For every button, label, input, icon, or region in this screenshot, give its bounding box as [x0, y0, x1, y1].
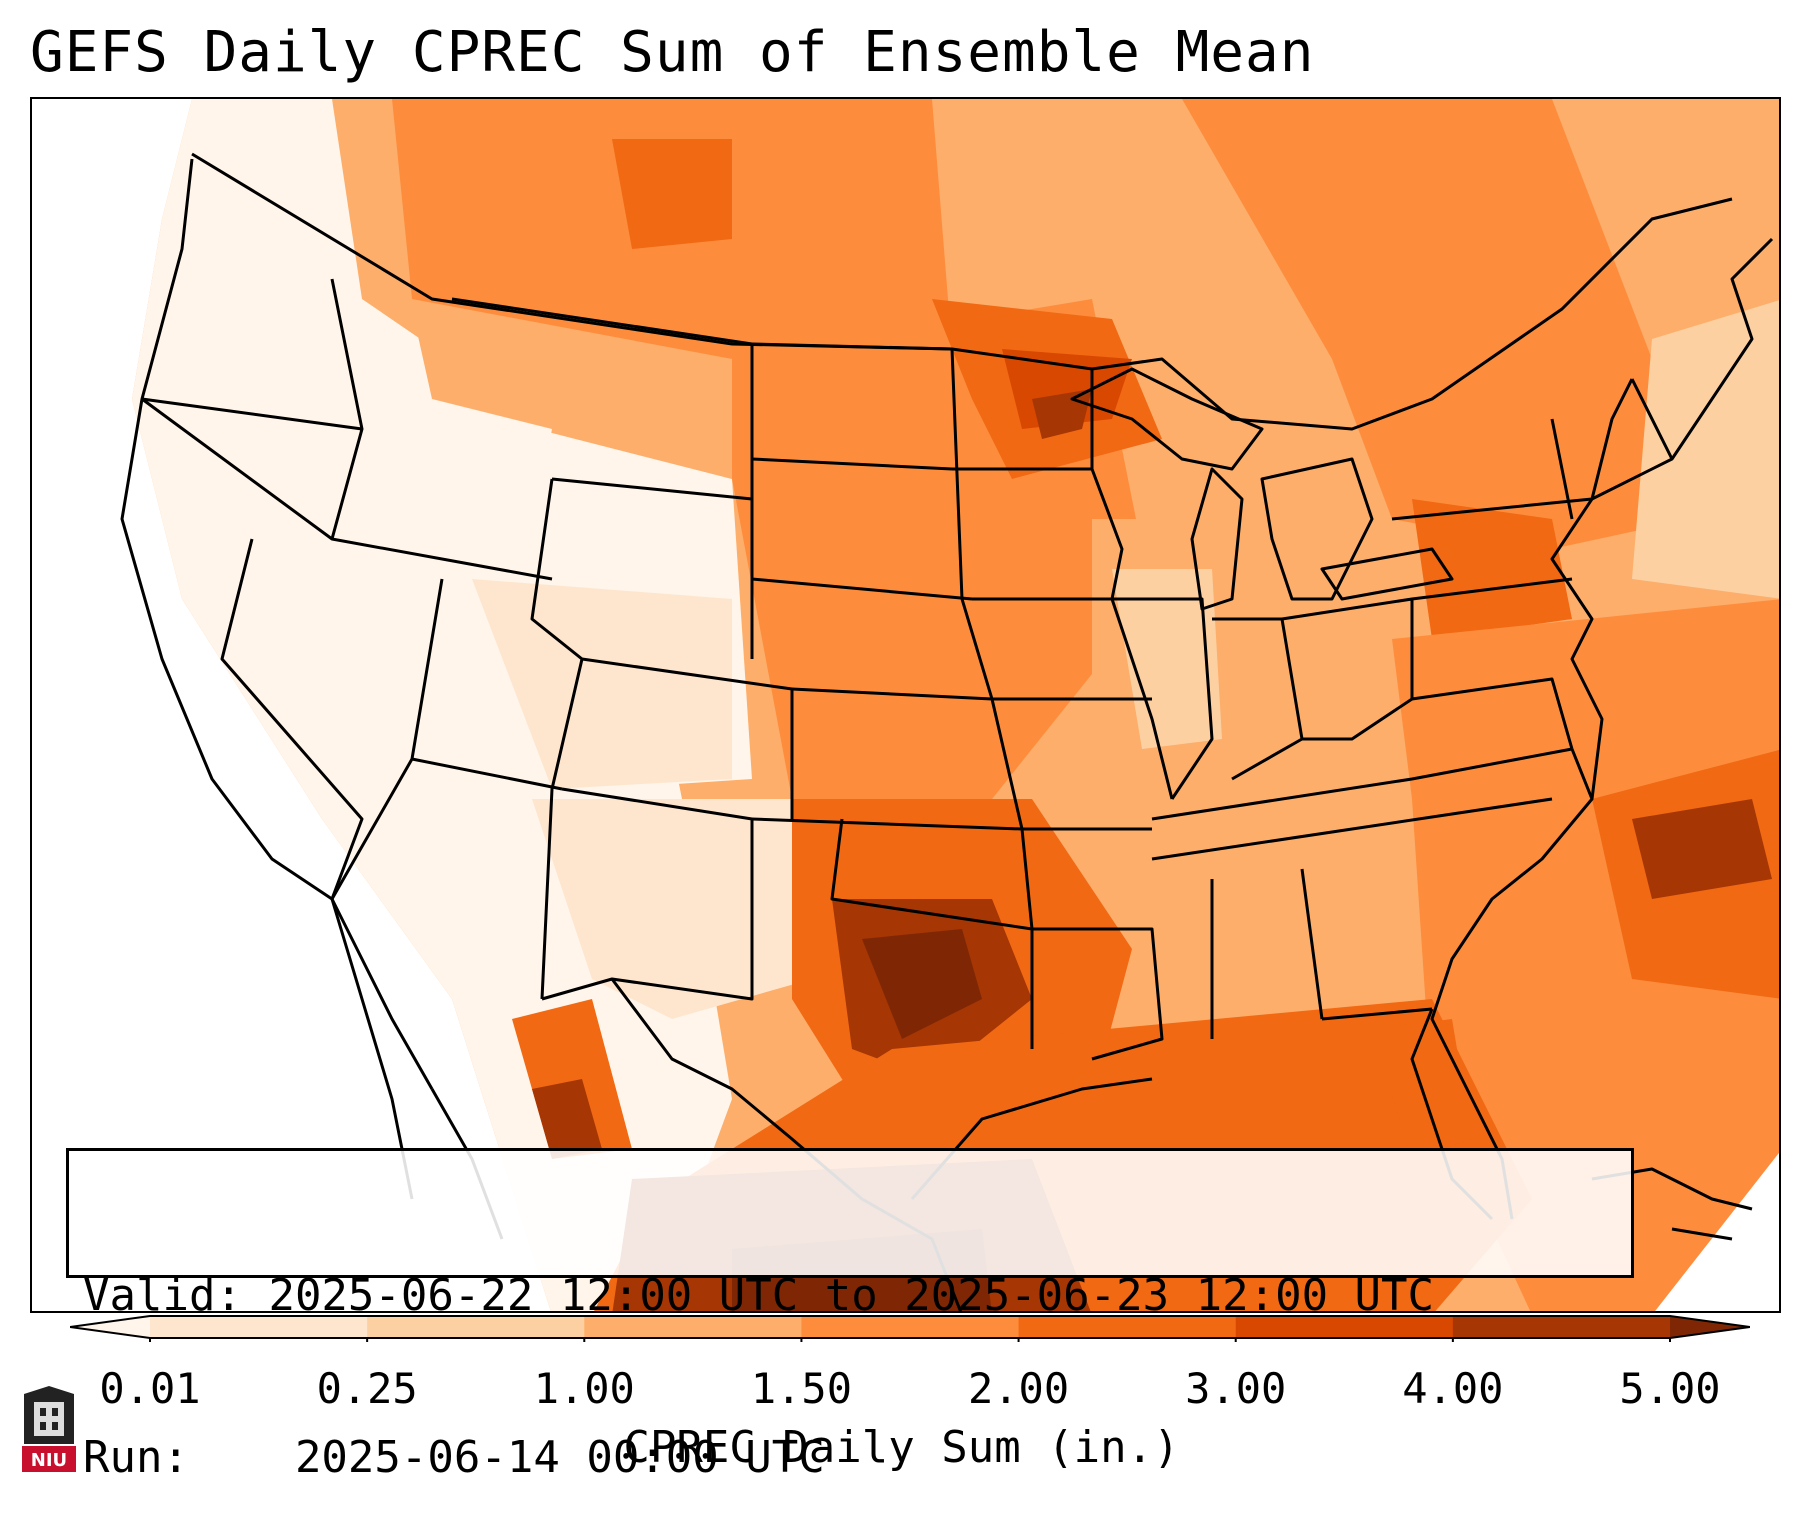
colorbar-extend-high — [1670, 1316, 1750, 1338]
colorbar-tick-label: 0.25 — [316, 1364, 418, 1413]
colorbar-tick-label: 1.50 — [750, 1364, 852, 1413]
run-value: 2025-06-14 00:00 UTC — [294, 1432, 825, 1483]
precipitation-map — [30, 97, 1781, 1313]
colorbar-segment — [150, 1316, 368, 1338]
colorbar-segment — [1235, 1316, 1454, 1338]
valid-value: 2025-06-22 12:00 UTC to 2025-06-23 12:00… — [268, 1270, 1435, 1321]
colorbar-tick-label: 5.00 — [1619, 1364, 1721, 1413]
valid-run-info-box: Valid: 2025-06-22 12:00 UTC to 2025-06-2… — [66, 1148, 1634, 1483]
run-label: Run: — [83, 1432, 189, 1483]
svg-text:NIU: NIU — [31, 1450, 67, 1471]
colorbar-tick-label: 3.00 — [1185, 1364, 1287, 1413]
colorbar-tick-label: 0.01 — [99, 1364, 201, 1413]
valid-line: Valid: 2025-06-22 12:00 UTC to 2025-06-2… — [83, 1269, 1617, 1323]
map-title: GEFS Daily CPREC Sum of Ensemble Mean — [30, 20, 1315, 85]
colorbar-tick-label: 4.00 — [1402, 1364, 1504, 1413]
state-borders — [120, 152, 1774, 1311]
run-line: Run: 2025-06-14 00:00 UTC — [83, 1431, 1617, 1485]
colorbar-segment — [584, 1316, 802, 1338]
colorbar — [70, 1315, 1750, 1342]
colorbar-tick-label: 1.00 — [533, 1364, 635, 1413]
valid-label: Valid: — [83, 1270, 242, 1321]
precipitation-field — [32, 99, 1779, 1311]
colorbar-extend-low — [70, 1316, 150, 1338]
colorbar-segment — [367, 1316, 585, 1338]
niu-logo: NIU — [22, 1386, 76, 1472]
colorbar-label: CPREC Daily Sum (in.) — [623, 1422, 1180, 1473]
colorbar-segment — [1452, 1316, 1671, 1338]
colorbar-segment — [1018, 1316, 1237, 1338]
colorbar-segment — [801, 1316, 1020, 1338]
colorbar-tick-label: 2.00 — [967, 1364, 1070, 1413]
